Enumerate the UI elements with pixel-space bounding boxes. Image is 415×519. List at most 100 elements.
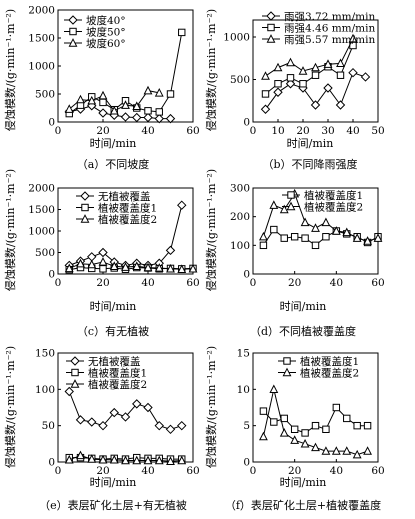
- legend-label: 植被覆盖度1: [304, 189, 363, 202]
- legend-label: 植被覆盖度1: [88, 367, 147, 380]
- legend-marker: [68, 38, 78, 47]
- data-point: [87, 417, 97, 427]
- y-axis-label: 侵蚀模数/(g·min⁻¹·m⁻²): [204, 169, 218, 291]
- data-point: [76, 450, 85, 460]
- chart-panel-c: 侵蚀模数/(g·min⁻¹·m⁻²) 时间/min （c）有无植被 0 20 40 6…: [3, 169, 200, 338]
- data-point: [75, 415, 86, 425]
- data-point: [177, 200, 187, 210]
- legend-label: 坡度60°: [86, 37, 126, 50]
- data-point: [177, 455, 187, 465]
- y-tick-label: 50: [42, 420, 55, 432]
- x-tick-label: 60: [186, 125, 199, 137]
- x-tick-label: 40: [330, 277, 343, 289]
- data-point: [143, 85, 153, 95]
- data-point: [290, 425, 299, 434]
- y-axis-label: 侵蚀模数/(g·min⁻¹·m⁻²): [3, 346, 17, 468]
- x-tick-label: 60: [371, 465, 384, 477]
- panel-caption: （f）表层矿化土层+植被覆盖度: [225, 498, 381, 512]
- data-point: [331, 226, 341, 235]
- data-point: [154, 263, 164, 272]
- y-tick-label: 100: [35, 384, 55, 396]
- data-point: [343, 414, 351, 423]
- panel-caption: （b）不同降雨强度: [262, 157, 357, 171]
- data-point: [166, 456, 175, 465]
- data-point: [363, 421, 372, 430]
- data-point: [363, 446, 373, 455]
- data-point: [98, 420, 108, 431]
- y-tick-label: 2000: [28, 5, 55, 17]
- y-tick-label: 1500: [28, 204, 55, 216]
- series-line: [68, 391, 182, 430]
- data-point: [342, 446, 352, 455]
- data-point: [321, 217, 331, 227]
- legend-label: 植被覆盖度2: [300, 367, 359, 380]
- y-tick-label: 1000: [28, 226, 55, 238]
- data-point: [121, 455, 130, 465]
- data-point: [290, 233, 299, 241]
- data-point: [259, 407, 268, 415]
- legend-marker: [70, 379, 80, 388]
- data-point: [336, 71, 345, 79]
- y-tick-label: 0: [48, 117, 55, 129]
- data-point: [258, 431, 268, 441]
- x-tick-label: 0: [250, 125, 257, 137]
- data-point: [300, 438, 310, 448]
- legend-label: 雨强5.57 mm/min: [284, 34, 375, 46]
- y-tick-label: 300: [230, 183, 250, 195]
- data-point: [274, 80, 282, 88]
- x-tick-label: 10: [271, 125, 284, 137]
- data-point: [323, 59, 333, 68]
- y-tick-label: 0: [243, 457, 250, 469]
- series-line: [69, 105, 171, 120]
- data-point: [261, 90, 270, 98]
- y-axis-label: 侵蚀模数/(g·min⁻¹·m⁻²): [204, 9, 218, 131]
- data-point: [154, 420, 164, 431]
- y-tick-label: 1000: [223, 32, 250, 44]
- y-tick-label: 5: [243, 420, 250, 432]
- data-point: [363, 236, 373, 245]
- data-point: [322, 425, 330, 434]
- data-point: [120, 412, 131, 422]
- data-point: [311, 442, 320, 452]
- data-point: [166, 263, 175, 273]
- y-tick-label: 500: [35, 89, 55, 101]
- panel-caption: （e）表层矿化土层+有无植被: [39, 498, 187, 512]
- data-point: [331, 446, 341, 455]
- x-tick-label: 0: [55, 125, 62, 137]
- data-point: [261, 71, 270, 80]
- y-tick-label: 500: [230, 74, 250, 86]
- data-point: [360, 72, 371, 82]
- data-point: [311, 223, 320, 232]
- data-point: [311, 71, 320, 79]
- panel-caption: （a）不同坡度: [77, 157, 150, 171]
- data-point: [120, 112, 131, 122]
- data-point: [286, 57, 295, 67]
- data-point: [269, 384, 279, 394]
- data-point: [165, 424, 176, 435]
- x-tick-label: 0: [250, 277, 257, 289]
- data-point: [352, 233, 362, 242]
- x-tick-label: 20: [288, 277, 301, 289]
- legend-label: 无植被覆盖: [98, 190, 151, 203]
- legend-label: 植被覆盖度1: [300, 355, 359, 368]
- y-tick-label: 1000: [28, 61, 55, 73]
- data-point: [279, 204, 289, 214]
- x-tick-label: 20: [96, 125, 109, 137]
- legend-label: 植被覆盖度2: [98, 213, 157, 226]
- chart-panel-d: 侵蚀模数/(g·min⁻¹·m⁻²) 时间/min （d）不同植被覆盖度 0 20…: [204, 169, 385, 338]
- data-point: [143, 455, 153, 465]
- legend-label: 植被覆盖度1: [98, 202, 157, 215]
- data-point: [76, 258, 85, 268]
- data-point: [373, 233, 383, 242]
- x-tick-label: 20: [96, 277, 109, 289]
- data-point: [64, 386, 74, 397]
- data-point: [87, 95, 97, 105]
- data-point: [273, 62, 283, 72]
- data-point: [301, 429, 309, 437]
- panel-caption: （c）有无植被: [77, 324, 149, 338]
- data-point: [143, 262, 153, 272]
- data-point: [155, 108, 163, 116]
- legend-marker: [287, 191, 295, 199]
- x-tick-label: 30: [321, 125, 334, 137]
